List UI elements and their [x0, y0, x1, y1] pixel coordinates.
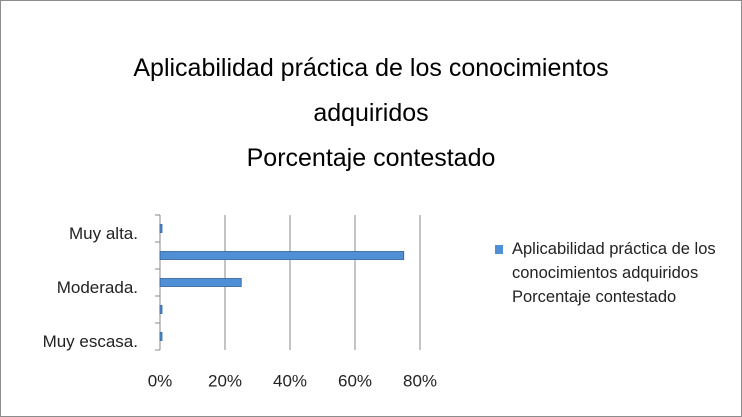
- legend: Aplicabilidad práctica de los conocimien…: [495, 237, 737, 309]
- y-tick-label: Muy alta.: [69, 224, 138, 243]
- x-tick-label: 60%: [338, 371, 372, 390]
- legend-swatch: [495, 245, 503, 254]
- x-tick-label: 80%: [403, 371, 437, 390]
- chart-title-block: Aplicabilidad práctica de los conocimien…: [91, 46, 651, 181]
- x-tick-label: 0%: [148, 371, 173, 390]
- x-tick-label: 40%: [273, 371, 307, 390]
- chart-subtitle: Porcentaje contestado: [246, 144, 496, 172]
- bar: [159, 224, 163, 233]
- legend-label: Aplicabilidad práctica de los conocimien…: [512, 240, 716, 306]
- bar: [159, 251, 405, 260]
- bar: [159, 305, 163, 314]
- bar: [159, 332, 163, 341]
- chart-title: Aplicabilidad práctica de los conocimien…: [133, 54, 609, 127]
- x-tick-label: 20%: [208, 371, 242, 390]
- y-tick-label: Moderada.: [57, 278, 138, 297]
- bar: [159, 278, 242, 287]
- y-tick-label: Muy escasa.: [43, 332, 138, 351]
